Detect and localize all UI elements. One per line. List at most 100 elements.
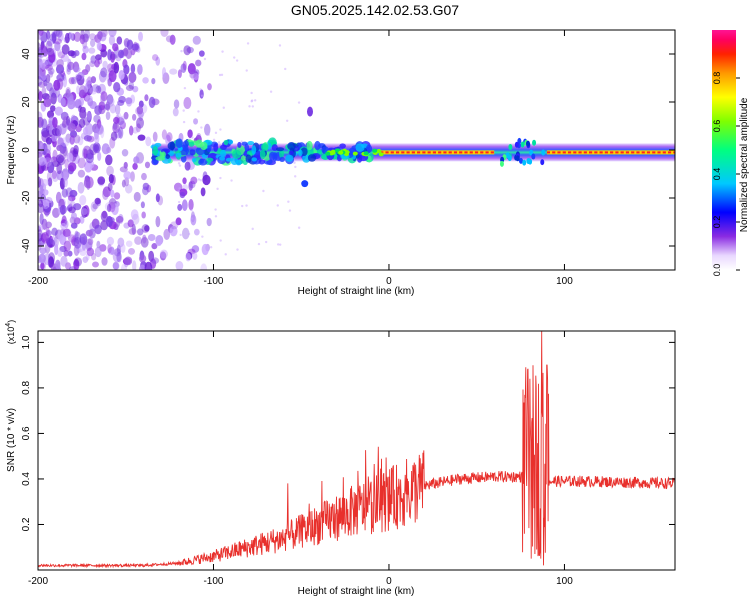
turbulence-blob: [251, 157, 258, 162]
noise-blob: [151, 77, 156, 85]
spectral-core-red: [662, 151, 666, 154]
noise-blob: [62, 169, 69, 182]
turbulence-blob: [191, 157, 197, 163]
noise-blob: [166, 132, 173, 142]
disturbance-blob: [514, 141, 519, 148]
spectrogram-x-axis-label: Height of straight line (km): [298, 286, 415, 297]
noise-blob: [38, 176, 41, 188]
noise-blob: [49, 105, 56, 112]
spectral-core-red: [557, 151, 561, 154]
noise-blob: [133, 191, 141, 202]
spectral-core-red: [406, 151, 410, 154]
noise-blob: [75, 74, 82, 81]
noise-dot: [257, 242, 261, 246]
noise-blob: [39, 247, 47, 255]
turbulence-blob: [223, 139, 229, 146]
disturbance-blob: [515, 155, 520, 162]
spectral-core-red: [469, 151, 473, 154]
noise-dot: [197, 110, 200, 113]
noise-dot: [178, 164, 182, 167]
noise-blob: [64, 32, 70, 44]
noise-blob: [127, 247, 136, 255]
noise-blob: [115, 219, 121, 228]
noise-blob: [112, 261, 120, 270]
noise-blob: [194, 228, 200, 236]
disturbance-blob: [541, 149, 546, 156]
noise-blob: [68, 162, 77, 172]
turbulence-blob: [288, 150, 294, 156]
noise-blob: [67, 196, 73, 209]
turbulence-blob: [259, 149, 266, 160]
noise-blob: [64, 158, 69, 170]
noise-dot: [219, 176, 222, 180]
noise-dot: [233, 56, 236, 59]
noise-blob: [132, 162, 138, 170]
noise-blob: [106, 165, 114, 177]
noise-blob: [89, 100, 97, 110]
noise-blob: [121, 148, 129, 157]
spectral-core-red: [604, 151, 608, 154]
turbulence-blob: [180, 155, 187, 163]
noise-blob: [39, 73, 47, 81]
noise-blob: [82, 33, 89, 43]
noise-blob: [115, 103, 121, 116]
noise-blob: [117, 99, 125, 106]
spectral-core-red: [438, 151, 442, 154]
noise-dot: [284, 67, 287, 71]
noise-dot: [246, 42, 250, 45]
transition-blob: [330, 150, 336, 155]
turbulence-blob: [161, 151, 166, 158]
snr-ticks: -200 -100 0 100 0.2 0.4 0.6 0.8 1.0: [21, 331, 675, 587]
noise-blob: [41, 86, 47, 97]
noise-blob: [65, 115, 71, 126]
noise-dot: [182, 109, 185, 112]
turbulence-blob: [167, 141, 176, 150]
noise-blob: [200, 187, 206, 197]
turbulence-blob: [205, 157, 214, 162]
noise-blob: [118, 70, 125, 80]
noise-blob: [111, 203, 119, 216]
noise-blob: [52, 116, 58, 129]
noise-blob: [204, 123, 211, 136]
noise-blob: [119, 115, 126, 127]
noise-blob: [67, 95, 74, 105]
snr-plot-area: [38, 331, 675, 570]
noise-blob: [94, 224, 102, 235]
noise-blob: [54, 243, 59, 256]
noise-blob: [94, 197, 101, 205]
turbulence-blob: [165, 154, 171, 159]
noise-blob: [82, 256, 89, 263]
noise-blob: [136, 105, 144, 115]
noise-blob: [38, 229, 43, 242]
turbulence-blob: [198, 158, 208, 166]
noise-blob: [60, 54, 69, 62]
spectrogram-x-tick-label: 0: [386, 276, 392, 287]
noise-blob: [85, 229, 93, 237]
noise-blob: [85, 152, 94, 164]
noise-blob: [140, 201, 145, 209]
noise-blob: [173, 99, 180, 109]
noise-blob: [182, 60, 187, 71]
turbulence-blob: [279, 148, 285, 159]
noise-blob: [137, 134, 146, 141]
noise-blob: [136, 117, 144, 129]
snr-y-tick-label: 0.2: [21, 517, 32, 531]
snr-x-tick-label: 100: [556, 576, 573, 587]
noise-blob: [128, 72, 137, 83]
noise-blob: [110, 131, 118, 141]
spectrogram-layer: [38, 30, 675, 270]
noise-blob: [100, 49, 108, 58]
noise-blob: [183, 97, 192, 109]
noise-blob: [46, 171, 53, 183]
noise-blob: [68, 77, 75, 85]
noise-blob: [97, 176, 106, 185]
noise-blob: [77, 157, 86, 169]
noise-blob: [51, 227, 58, 236]
noise-blob: [70, 212, 77, 220]
spectral-core-red: [485, 151, 489, 154]
noise-blob: [67, 61, 75, 71]
disturbance-blob: [508, 144, 513, 151]
noise-blob: [86, 110, 92, 123]
